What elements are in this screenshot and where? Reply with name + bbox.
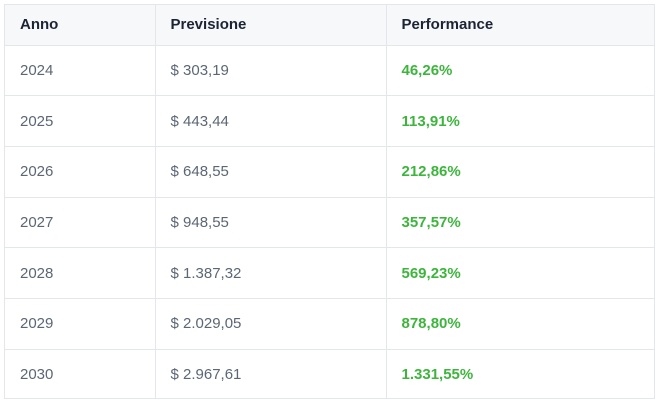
forecast-cell: $ 948,55 xyxy=(155,197,387,249)
year-cell: 2027 xyxy=(5,197,156,249)
forecast-cell: $ 648,55 xyxy=(155,146,387,198)
table-row: 2025 $ 443,44 113,91% xyxy=(5,95,654,147)
table-row: 2030 $ 2.967,61 1.331,55% xyxy=(5,349,654,398)
year-cell: 2026 xyxy=(5,146,156,198)
year-cell: 2024 xyxy=(5,45,156,97)
forecast-table-container: Anno Previsione Performance 2024 $ 303,1… xyxy=(4,4,655,399)
performance-cell: 569,23% xyxy=(386,247,654,299)
table-row: 2028 $ 1.387,32 569,23% xyxy=(5,247,654,299)
column-header-year: Anno xyxy=(5,5,156,46)
performance-cell: 113,91% xyxy=(386,95,654,147)
year-cell: 2030 xyxy=(5,349,156,398)
performance-cell: 357,57% xyxy=(386,197,654,249)
performance-cell: 46,26% xyxy=(386,45,654,97)
performance-cell: 1.331,55% xyxy=(401,366,474,384)
year-cell: 2029 xyxy=(5,298,156,350)
forecast-cell: $ 2.967,61 xyxy=(155,349,387,398)
column-header-forecast: Previsione xyxy=(155,5,387,46)
table-header-row: Anno Previsione Performance xyxy=(5,5,654,46)
table-header: Anno Previsione Performance xyxy=(5,5,654,46)
performance-cell: 878,80% xyxy=(386,298,654,350)
table-row: 2024 $ 303,19 46,26% xyxy=(5,45,654,97)
column-header-performance: Performance xyxy=(386,5,654,46)
forecast-cell: $ 2.029,05 xyxy=(155,298,387,350)
performance-cell: 212,86% xyxy=(386,146,654,198)
forecast-table: Anno Previsione Performance 2024 $ 303,1… xyxy=(5,5,654,398)
table-body: 2024 $ 303,19 46,26% 2025 $ 443,44 113,9… xyxy=(5,45,654,398)
year-cell: 2028 xyxy=(5,247,156,299)
forecast-cell: $ 443,44 xyxy=(155,95,387,147)
forecast-cell: $ 303,19 xyxy=(155,45,387,97)
table-row: 2029 $ 2.029,05 878,80% xyxy=(5,298,654,350)
forecast-cell: $ 1.387,32 xyxy=(155,247,387,299)
table-row: 2026 $ 648,55 212,86% xyxy=(5,146,654,198)
table-row: 2027 $ 948,55 357,57% xyxy=(5,197,654,249)
year-cell: 2025 xyxy=(5,95,156,147)
